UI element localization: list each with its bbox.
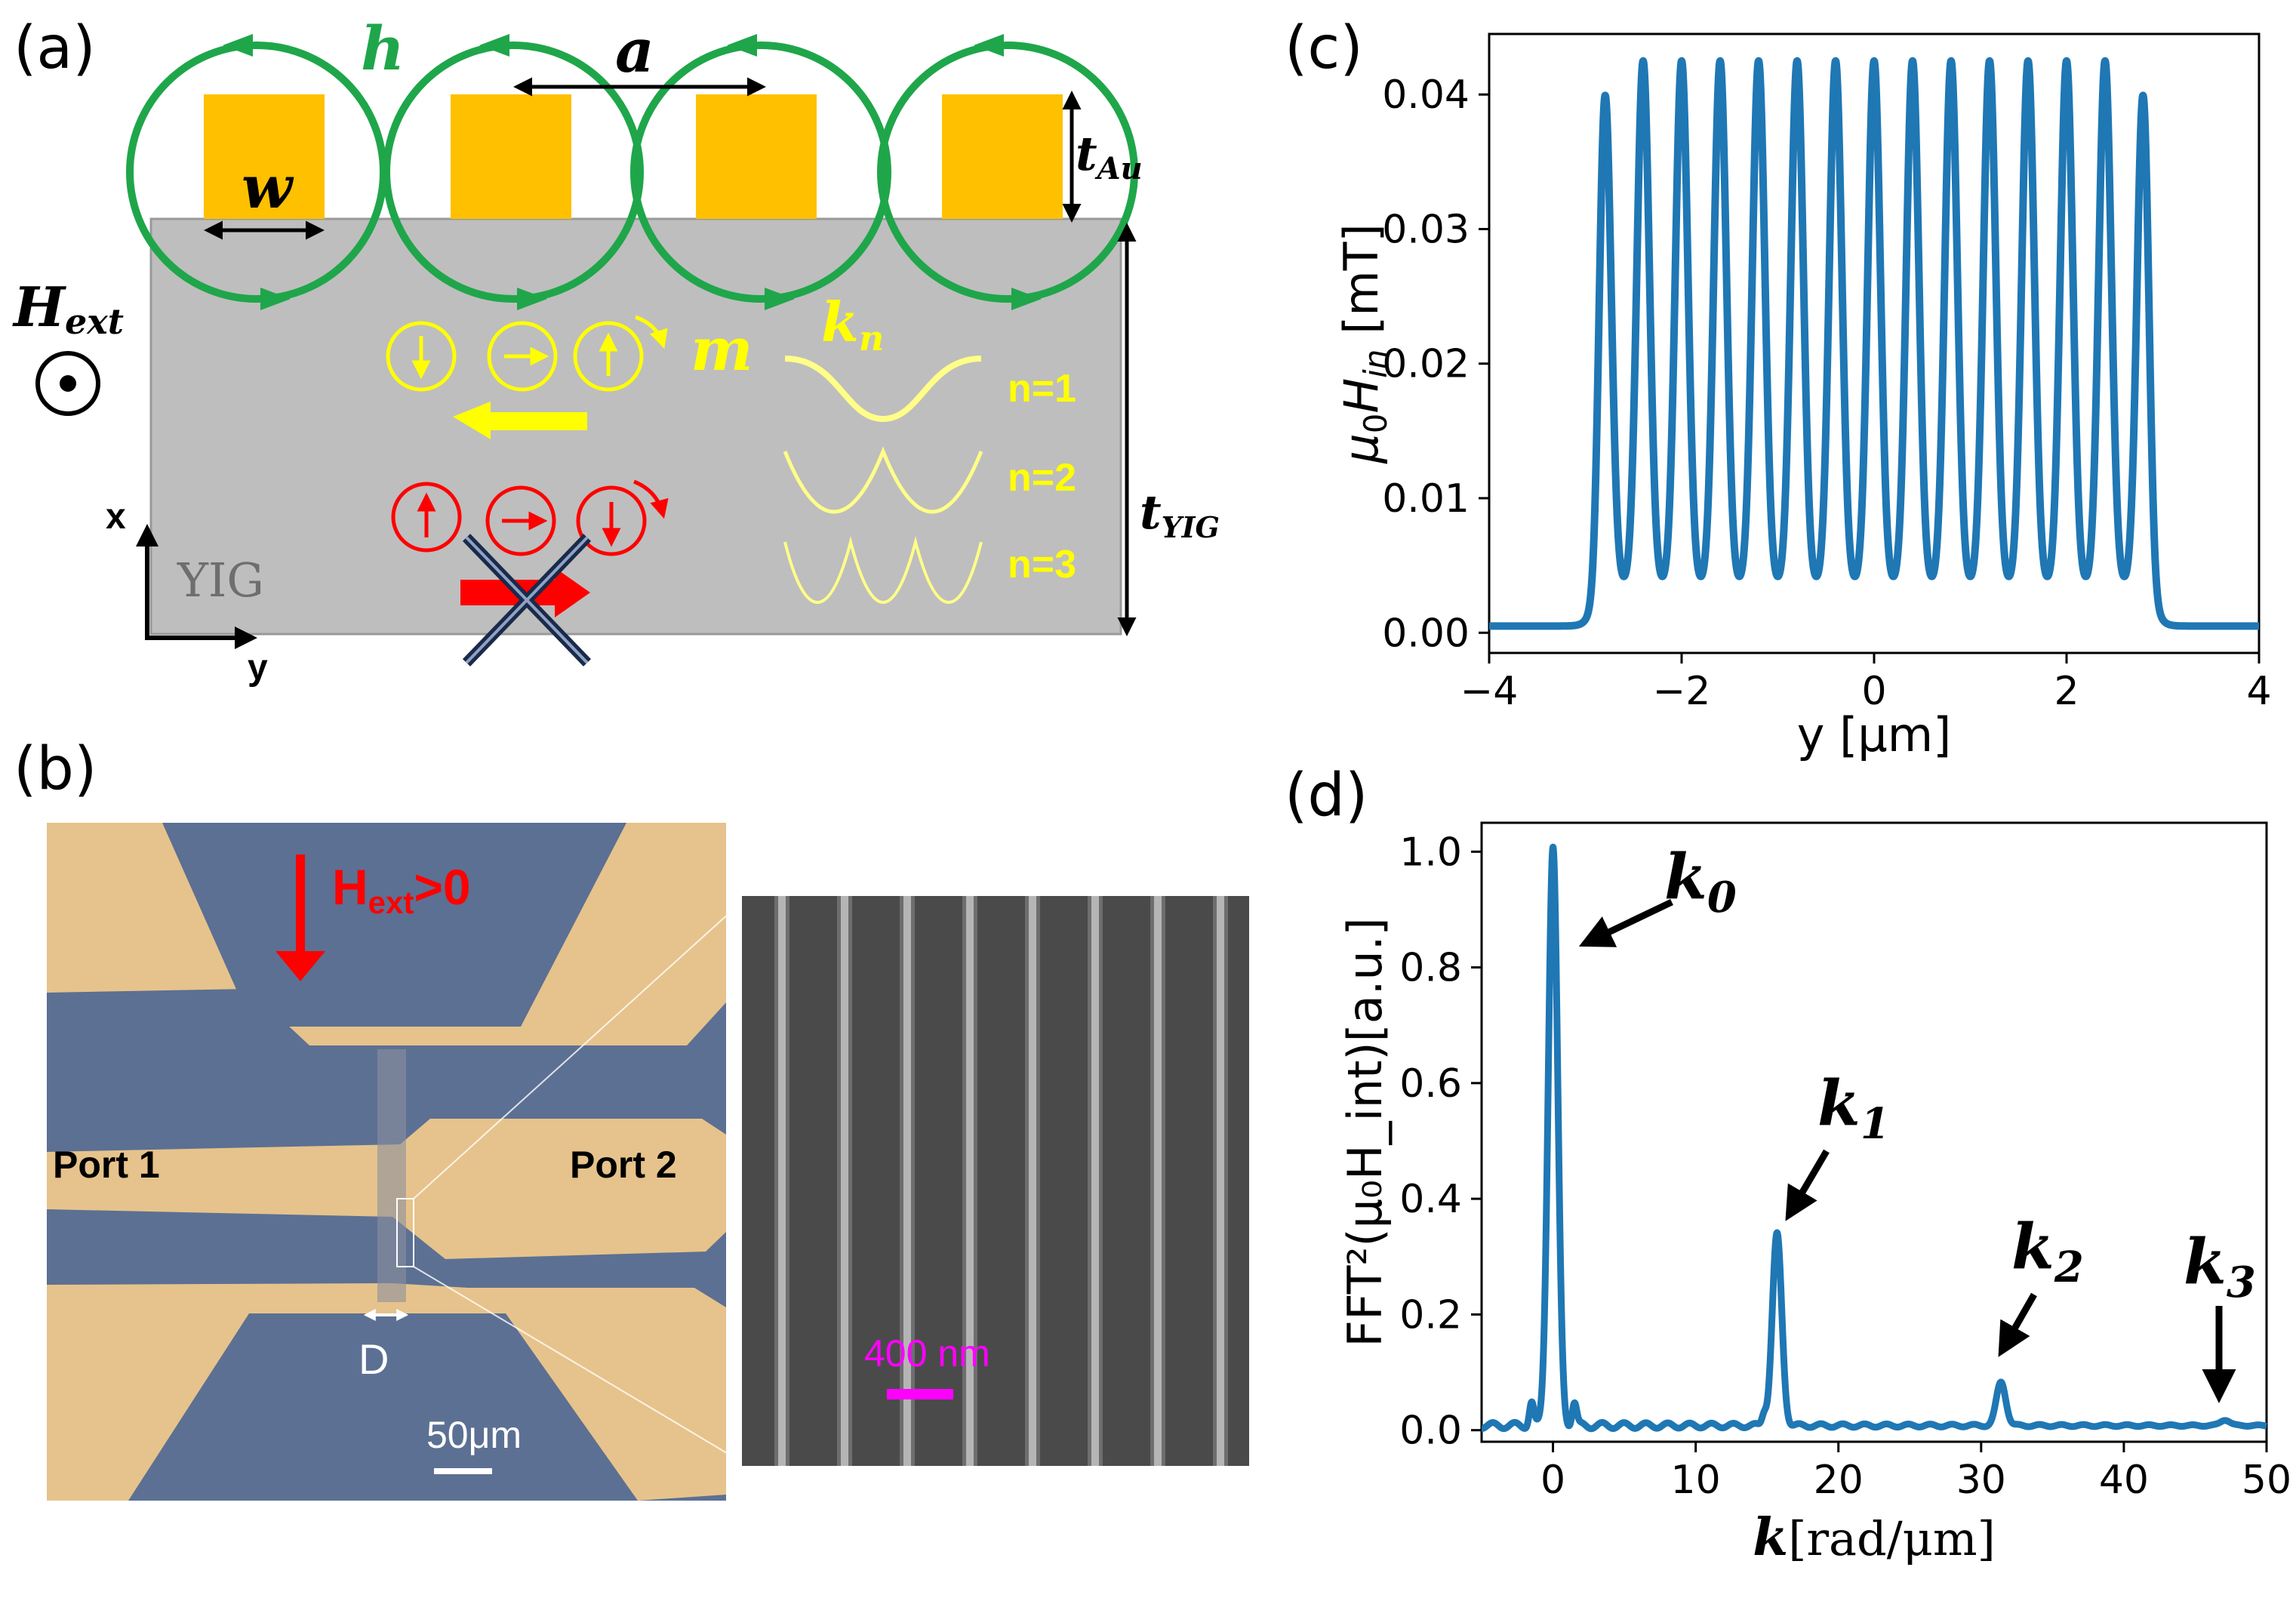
out-of-plane-icon <box>35 351 100 416</box>
field-condition-label: Hext>0 <box>332 859 471 920</box>
plot-d-ytick-label: 1.0 <box>1399 830 1462 875</box>
panel-c-label: (c) <box>1285 14 1363 82</box>
scalebar-sem <box>887 1389 953 1399</box>
yig-thickness-label: tYIG <box>1140 485 1220 544</box>
field-loop <box>877 42 1138 303</box>
down-arrow-icon <box>275 951 325 981</box>
yig-film <box>149 217 1122 636</box>
plot-c-ytick-label: 0.04 <box>1382 72 1470 118</box>
plot-d-ytick-label: 0.6 <box>1399 1061 1462 1107</box>
yig-label: YIG <box>177 553 264 608</box>
panel-b-label: (b) <box>14 735 97 803</box>
left-arrow-icon <box>453 402 587 439</box>
plot-c-ytick-label: 0.00 <box>1382 611 1470 656</box>
plot-d-xlabel: k[rad/μm] <box>1753 1507 1996 1568</box>
waveguide-strip <box>377 1049 406 1302</box>
plot-c-xlabel: y [μm] <box>1797 707 1952 762</box>
port-1-label: Port 1 <box>53 1144 160 1186</box>
scalebar-optical <box>434 1468 492 1474</box>
peak-k3-label: k3 <box>2184 1226 2256 1307</box>
plot-d-xtick-label: 0 <box>1540 1458 1565 1503</box>
plot-d-xtick-label: 20 <box>1814 1458 1864 1503</box>
plot-d-xtick-label: 50 <box>2242 1458 2291 1503</box>
plot-d-ytick-label: 0.2 <box>1399 1292 1462 1338</box>
plot-d-ytick-label: 0.4 <box>1399 1177 1462 1222</box>
plot-c-xtick-label: −4 <box>1460 669 1519 714</box>
plot-c-ytick-label: 0.02 <box>1382 342 1470 387</box>
yellow-mode: m <box>386 315 753 439</box>
plot-d-xtick-label: 10 <box>1671 1458 1721 1503</box>
peak-k2-label: k2 <box>2011 1211 2084 1292</box>
mode-profile-n2 <box>783 446 983 514</box>
field-loop <box>630 42 891 303</box>
plot-c-xtick-label: 4 <box>2246 669 2271 714</box>
plot-c-ticks: −4 −2 0 2 4 0.00 0.01 0.02 0.03 0.04 <box>1382 72 2271 714</box>
ext-field-label: Hext <box>12 275 124 342</box>
plot-c-ytick-label: 0.01 <box>1382 476 1470 522</box>
gold-wire <box>451 94 571 219</box>
plot-d-ylabel: FFT²(μ₀H_int)[a.u.] <box>1337 917 1393 1347</box>
gold-wire <box>204 94 325 219</box>
zoom-box <box>396 1198 414 1267</box>
peak-annotations: k0 k1 k2 k3 <box>1578 841 2256 1403</box>
width-w-label: w <box>242 153 294 222</box>
peak-k2-arrow <box>1998 1292 2037 1357</box>
plot-c-ylabel: μ0Hin [mT] <box>1334 223 1394 463</box>
plot-c-xtick-label: −2 <box>1653 669 1711 714</box>
gold-wire <box>942 94 1063 219</box>
axis-x-label: x <box>106 497 126 537</box>
top-electrode <box>162 823 626 1027</box>
plot-d-xtick-label: 30 <box>1956 1458 2006 1503</box>
port-2-label: Port 2 <box>570 1144 677 1186</box>
field-loops <box>126 42 1138 303</box>
bottom-electrode <box>47 1313 726 1501</box>
sem-image <box>742 896 1249 1466</box>
out-of-plane-dot-icon <box>60 375 76 392</box>
plot-d-series <box>1478 843 2270 1433</box>
mode-profile-n3 <box>783 536 983 605</box>
panel-a: (a) h a w tAu tYIG Hext <box>12 13 1220 688</box>
mode-profiles <box>783 356 983 605</box>
mode-label-n1: n=1 <box>1008 367 1076 411</box>
axis-y-label: y <box>248 648 268 688</box>
panel-b: (b) Hext>0 Port 1 Port 2 D 50μm 400 nm <box>14 735 1249 1501</box>
wavevector-label: kn <box>821 290 884 359</box>
panel-d: (d) 0 10 20 30 40 50 0.0 0.2 0.4 0.6 0.8 1.0 k[rad/… <box>1285 762 2291 1568</box>
mode-label-n3: n=3 <box>1008 543 1076 587</box>
optical-micrograph <box>47 823 731 1501</box>
scalebar-optical-label: 50μm <box>426 1414 522 1456</box>
peak-k0-arrow <box>1578 898 1673 947</box>
gold-wire <box>696 94 817 219</box>
mode-label-n2: n=2 <box>1008 456 1076 500</box>
scalebar-sem-label: 400 nm <box>864 1332 990 1375</box>
plot-d-xtick-label: 40 <box>2099 1458 2149 1503</box>
panel-c: (c) −4 −2 0 2 4 0.00 0.01 0.02 0.03 0.04 y [μm] μ… <box>1285 14 2272 762</box>
gold-thickness-label: tAu <box>1076 126 1143 186</box>
mode-profile-n1 <box>784 356 982 423</box>
peak-k0-label: k0 <box>1664 841 1737 922</box>
gold-wires <box>204 94 1063 219</box>
gap-label: D <box>359 1335 389 1383</box>
field-loop-arrows <box>223 34 1042 310</box>
plot-d-ticks: 0 10 20 30 40 50 0.0 0.2 0.4 0.6 0.8 1.0 <box>1399 830 2291 1503</box>
magnetization-label: m <box>691 316 753 384</box>
plot-c-xtick-label: 0 <box>1861 669 1886 714</box>
plot-c-ytick-label: 0.03 <box>1382 207 1470 252</box>
field-h-label: h <box>361 13 405 84</box>
panel-a-label: (a) <box>14 14 96 82</box>
red-mode <box>391 479 669 667</box>
peak-k1-arrow <box>1785 1149 1830 1221</box>
panel-d-label: (d) <box>1285 762 1368 830</box>
plot-d-ytick-label: 0.0 <box>1399 1409 1462 1454</box>
plot-c-xtick-label: 2 <box>2054 669 2079 714</box>
plot-c-series <box>1485 57 2263 630</box>
field-loop <box>383 42 644 303</box>
plot-d-ytick-label: 0.8 <box>1399 946 1462 991</box>
peak-k1-label: k1 <box>1817 1067 1890 1149</box>
period-a-label: a <box>615 15 654 86</box>
